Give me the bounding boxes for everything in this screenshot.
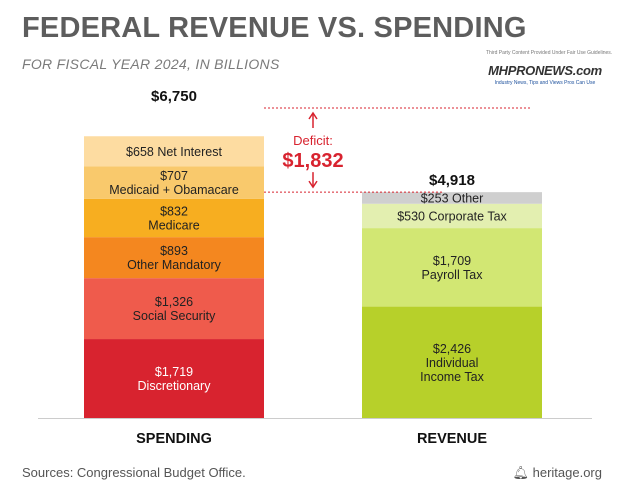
segment-label-payroll-tax: $1,709 <box>433 254 471 268</box>
bar-segment-individual-income-tax <box>362 306 542 418</box>
segment-label-individual-income-tax: Income Tax <box>420 370 484 384</box>
category-label-spending: SPENDING <box>136 431 212 447</box>
bar-segment-discretionary <box>84 339 264 418</box>
bar-segment-other-mandatory <box>84 237 264 279</box>
segment-label-social-security: $1,326 <box>155 295 193 309</box>
segment-label-other-mandatory: $893 <box>160 244 188 258</box>
bar-segment-medicaid-obamacare <box>84 166 264 199</box>
footer-brand: 🔔︎ heritage.org <box>512 465 602 481</box>
bar-segment-medicare <box>84 198 264 238</box>
source-note: Sources: Congressional Budget Office. <box>22 465 246 480</box>
deficit-up-arrowhead <box>308 111 318 120</box>
segment-label-other: $253 Other <box>421 191 484 205</box>
segment-label-individual-income-tax: Individual <box>426 356 479 370</box>
bar-total-spending: $6,750 <box>151 88 197 105</box>
segment-label-discretionary: $1,719 <box>155 365 193 379</box>
chart-title: FEDERAL REVENUE VS. SPENDING <box>22 12 527 44</box>
segment-label-individual-income-tax: $2,426 <box>433 342 471 356</box>
segment-label-corporate-tax: $530 Corporate Tax <box>397 209 507 223</box>
category-label-revenue: REVENUE <box>417 431 487 447</box>
bar-segment-social-security <box>84 278 264 340</box>
watermark-tagline: Industry News, Tips and Views Pros Can U… <box>494 80 596 86</box>
segment-label-social-security: Social Security <box>133 309 216 323</box>
bar-segment-corporate-tax <box>362 203 542 229</box>
bar-total-revenue: $4,918 <box>429 172 475 189</box>
bar-segment-net-interest <box>84 136 264 167</box>
deficit-label: Deficit: <box>293 133 333 148</box>
segment-label-other-mandatory: Other Mandatory <box>127 258 222 272</box>
watermark-fine-print: Third Party Content Provided Under Fair … <box>486 50 613 56</box>
bell-icon: 🔔︎ <box>512 465 529 480</box>
segment-label-medicare: $832 <box>160 205 188 219</box>
segment-label-medicare: Medicare <box>148 219 199 233</box>
bar-segment-other <box>362 192 542 204</box>
chart-subtitle: FOR FISCAL YEAR 2024, IN BILLIONS <box>22 56 280 72</box>
deficit-value: $1,832 <box>282 150 343 172</box>
segment-label-payroll-tax: Payroll Tax <box>422 268 484 282</box>
deficit-down-arrowhead <box>308 180 318 189</box>
watermark-logo: Third Party Content Provided Under Fair … <box>486 50 613 96</box>
bar-segment-payroll-tax <box>362 228 542 307</box>
footer-brand-label: heritage.org <box>532 465 602 480</box>
segment-label-discretionary: Discretionary <box>138 379 212 393</box>
segment-label-medicaid-obamacare: Medicaid + Obamacare <box>109 183 239 197</box>
watermark-brand: MHPRONEWS.com <box>488 63 602 78</box>
segment-label-medicaid-obamacare: $707 <box>160 169 188 183</box>
segment-label-net-interest: $658 Net Interest <box>126 145 222 159</box>
